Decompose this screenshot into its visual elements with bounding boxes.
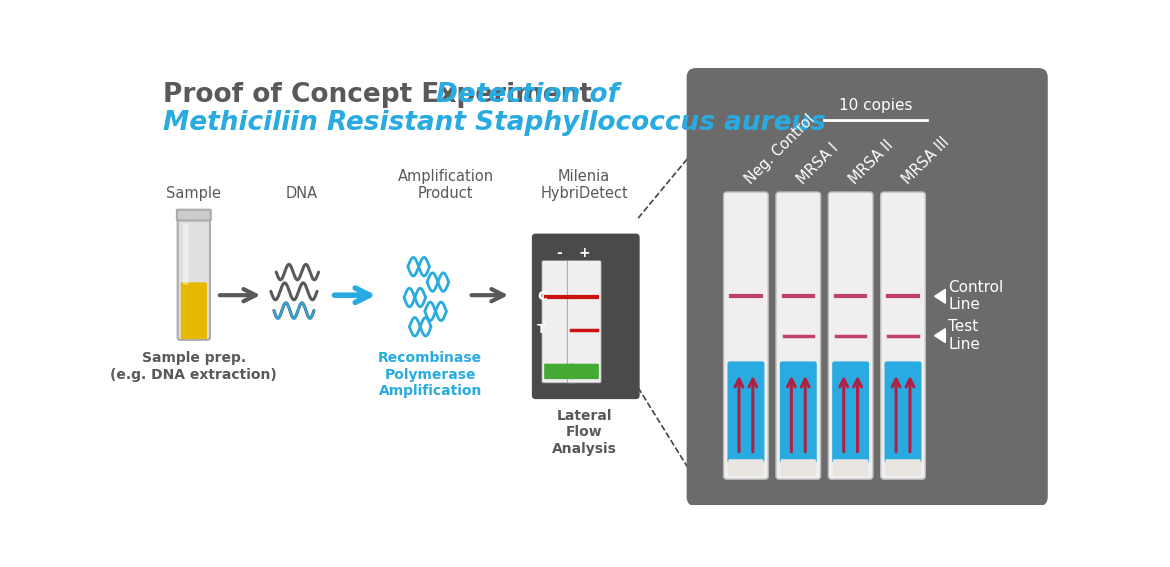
FancyBboxPatch shape (776, 192, 820, 479)
FancyBboxPatch shape (832, 361, 869, 463)
Text: DNA: DNA (285, 186, 318, 201)
Text: C: C (537, 290, 546, 303)
Text: Sample prep.
(e.g. DNA extraction): Sample prep. (e.g. DNA extraction) (110, 352, 277, 382)
FancyBboxPatch shape (178, 216, 209, 340)
Text: Recombinase
Polymerase
Amplification: Recombinase Polymerase Amplification (378, 352, 482, 398)
FancyBboxPatch shape (833, 459, 868, 476)
Text: Neg. Control: Neg. Control (742, 112, 818, 187)
FancyBboxPatch shape (180, 282, 207, 339)
FancyBboxPatch shape (542, 261, 576, 383)
FancyBboxPatch shape (728, 361, 764, 463)
Text: 10 copies: 10 copies (839, 98, 913, 113)
Text: +: + (578, 246, 590, 260)
FancyBboxPatch shape (881, 192, 925, 479)
FancyBboxPatch shape (570, 363, 599, 379)
FancyBboxPatch shape (544, 363, 573, 379)
Polygon shape (935, 289, 945, 303)
Text: MRSA II: MRSA II (847, 138, 896, 187)
Text: Milenia
HybriDetect: Milenia HybriDetect (541, 169, 628, 201)
FancyBboxPatch shape (780, 459, 815, 476)
Text: MRSA III: MRSA III (900, 134, 952, 187)
FancyBboxPatch shape (885, 361, 922, 463)
FancyBboxPatch shape (886, 459, 921, 476)
FancyBboxPatch shape (780, 361, 817, 463)
Text: Proof of Concept Experiment: Proof of Concept Experiment (163, 82, 601, 108)
Text: Amplification
Product: Amplification Product (398, 169, 494, 201)
FancyBboxPatch shape (687, 68, 1048, 506)
Polygon shape (935, 329, 945, 342)
FancyBboxPatch shape (723, 192, 769, 479)
Text: MRSA I: MRSA I (794, 141, 841, 187)
FancyBboxPatch shape (183, 223, 188, 285)
Text: Methiciliin Resistant Staphyllococcus aureus: Methiciliin Resistant Staphyllococcus au… (163, 111, 826, 137)
FancyBboxPatch shape (532, 234, 640, 399)
Text: Test
Line: Test Line (949, 319, 980, 352)
Text: Control
Line: Control Line (949, 280, 1004, 312)
FancyBboxPatch shape (567, 261, 601, 383)
Text: Detection of: Detection of (435, 82, 619, 108)
Text: T: T (537, 323, 546, 336)
FancyBboxPatch shape (177, 210, 211, 221)
Text: Sample: Sample (166, 186, 221, 201)
FancyBboxPatch shape (728, 459, 764, 476)
Text: Lateral
Flow
Analysis: Lateral Flow Analysis (552, 409, 617, 455)
Text: -: - (556, 246, 562, 260)
FancyBboxPatch shape (828, 192, 873, 479)
